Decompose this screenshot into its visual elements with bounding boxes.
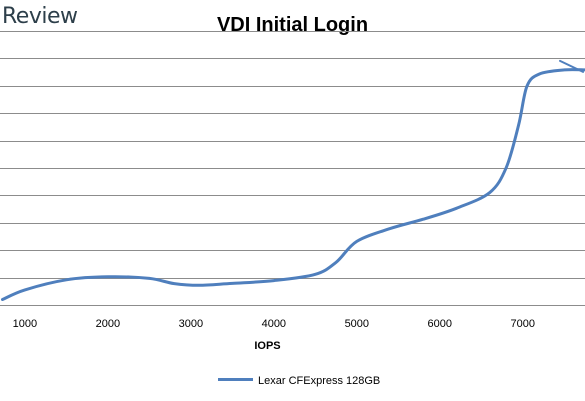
- gridlines: [0, 31, 585, 306]
- x-tick-label: 4000: [262, 318, 286, 330]
- x-tick-label: 1000: [13, 318, 37, 330]
- brand-logo-text: Review: [2, 4, 78, 29]
- x-tick-labels: 1000 2000 3000 4000 5000 6000 7000: [13, 318, 535, 330]
- x-axis-title: IOPS: [254, 340, 280, 352]
- x-tick-label: 6000: [428, 318, 452, 330]
- x-tick-label: 2000: [96, 318, 120, 330]
- x-tick-label: 5000: [345, 318, 369, 330]
- series-end-arrow: [559, 59, 584, 73]
- x-tick-label: 3000: [179, 318, 203, 330]
- legend: Lexar CFExpress 128GB: [218, 375, 380, 387]
- legend-label: Lexar CFExpress 128GB: [258, 375, 380, 387]
- x-tick-label: 7000: [511, 318, 535, 330]
- series-layer: [1, 59, 585, 301]
- chart-title: VDI Initial Login: [216, 14, 369, 36]
- series-line: [1, 68, 585, 301]
